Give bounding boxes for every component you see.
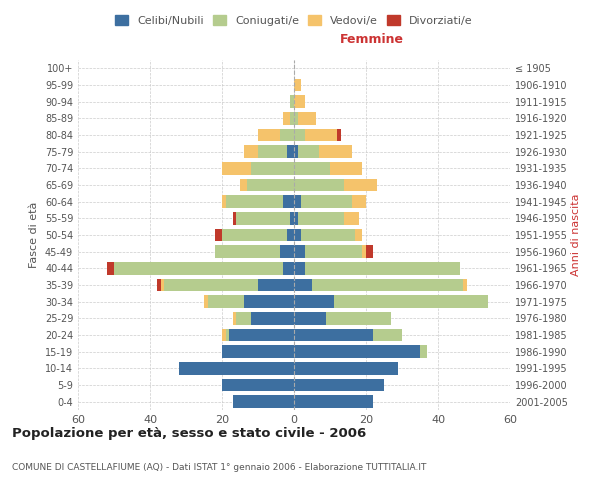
Bar <box>114 262 283 274</box>
Bar <box>366 246 373 258</box>
Bar <box>290 96 294 108</box>
Bar <box>244 146 258 158</box>
Bar <box>222 346 294 358</box>
Bar <box>233 396 294 408</box>
Bar <box>258 146 287 158</box>
Bar <box>247 179 294 192</box>
Bar <box>330 162 362 174</box>
Bar <box>355 229 362 241</box>
Y-axis label: Fasce di età: Fasce di età <box>29 202 39 268</box>
Bar <box>294 246 305 258</box>
Bar <box>305 262 460 274</box>
Bar <box>352 196 366 208</box>
Text: Popolazione per età, sesso e stato civile - 2006: Popolazione per età, sesso e stato civil… <box>12 428 366 440</box>
Bar <box>283 262 294 274</box>
Bar <box>233 312 236 324</box>
Bar <box>226 329 229 341</box>
Bar <box>294 329 373 341</box>
Y-axis label: Anni di nascita: Anni di nascita <box>571 194 581 276</box>
Bar <box>294 312 326 324</box>
Bar <box>344 212 359 224</box>
Bar <box>294 96 305 108</box>
Bar <box>280 129 294 141</box>
Bar <box>283 196 294 208</box>
Bar <box>305 246 362 258</box>
Bar <box>244 296 294 308</box>
Bar <box>258 279 294 291</box>
Bar <box>222 229 287 241</box>
Bar <box>251 162 294 174</box>
Bar <box>294 112 298 124</box>
Bar <box>294 262 305 274</box>
Bar <box>337 129 341 141</box>
Bar <box>240 179 247 192</box>
Bar <box>294 279 312 291</box>
Bar <box>215 229 222 241</box>
Bar <box>290 212 294 224</box>
Bar <box>236 312 251 324</box>
Bar <box>334 296 488 308</box>
Bar <box>229 329 294 341</box>
Bar <box>463 279 467 291</box>
Bar <box>294 162 330 174</box>
Bar <box>294 179 344 192</box>
Bar <box>305 129 337 141</box>
Bar <box>204 296 208 308</box>
Bar <box>280 246 294 258</box>
Bar <box>298 146 319 158</box>
Bar <box>301 229 355 241</box>
Bar <box>208 296 244 308</box>
Bar <box>287 146 294 158</box>
Text: COMUNE DI CASTELLAFIUME (AQ) - Dati ISTAT 1° gennaio 2006 - Elaborazione TUTTITA: COMUNE DI CASTELLAFIUME (AQ) - Dati ISTA… <box>12 462 427 471</box>
Bar <box>107 262 114 274</box>
Bar <box>283 112 290 124</box>
Bar <box>312 279 463 291</box>
Bar <box>179 362 294 374</box>
Bar <box>164 279 258 291</box>
Bar <box>294 362 398 374</box>
Bar <box>290 112 294 124</box>
Bar <box>258 129 280 141</box>
Bar <box>294 296 334 308</box>
Bar <box>294 129 305 141</box>
Bar <box>226 196 283 208</box>
Bar <box>294 212 298 224</box>
Bar <box>294 396 373 408</box>
Bar <box>251 312 294 324</box>
Bar <box>215 246 280 258</box>
Bar <box>294 79 301 92</box>
Bar <box>298 112 316 124</box>
Bar <box>236 212 290 224</box>
Bar <box>233 212 236 224</box>
Bar <box>157 279 161 291</box>
Text: Femmine: Femmine <box>340 33 404 46</box>
Bar <box>319 146 352 158</box>
Bar <box>301 196 352 208</box>
Bar <box>362 246 366 258</box>
Bar <box>298 212 344 224</box>
Bar <box>420 346 427 358</box>
Bar <box>373 329 402 341</box>
Bar <box>222 162 251 174</box>
Bar <box>326 312 391 324</box>
Bar <box>287 229 294 241</box>
Legend: Celibi/Nubili, Coniugati/e, Vedovi/e, Divorziati/e: Celibi/Nubili, Coniugati/e, Vedovi/e, Di… <box>111 10 477 30</box>
Bar <box>161 279 164 291</box>
Bar <box>294 146 298 158</box>
Bar <box>222 379 294 391</box>
Bar <box>222 329 226 341</box>
Bar <box>344 179 377 192</box>
Bar <box>294 196 301 208</box>
Bar <box>294 346 420 358</box>
Bar <box>222 196 226 208</box>
Bar <box>294 379 384 391</box>
Bar <box>294 229 301 241</box>
